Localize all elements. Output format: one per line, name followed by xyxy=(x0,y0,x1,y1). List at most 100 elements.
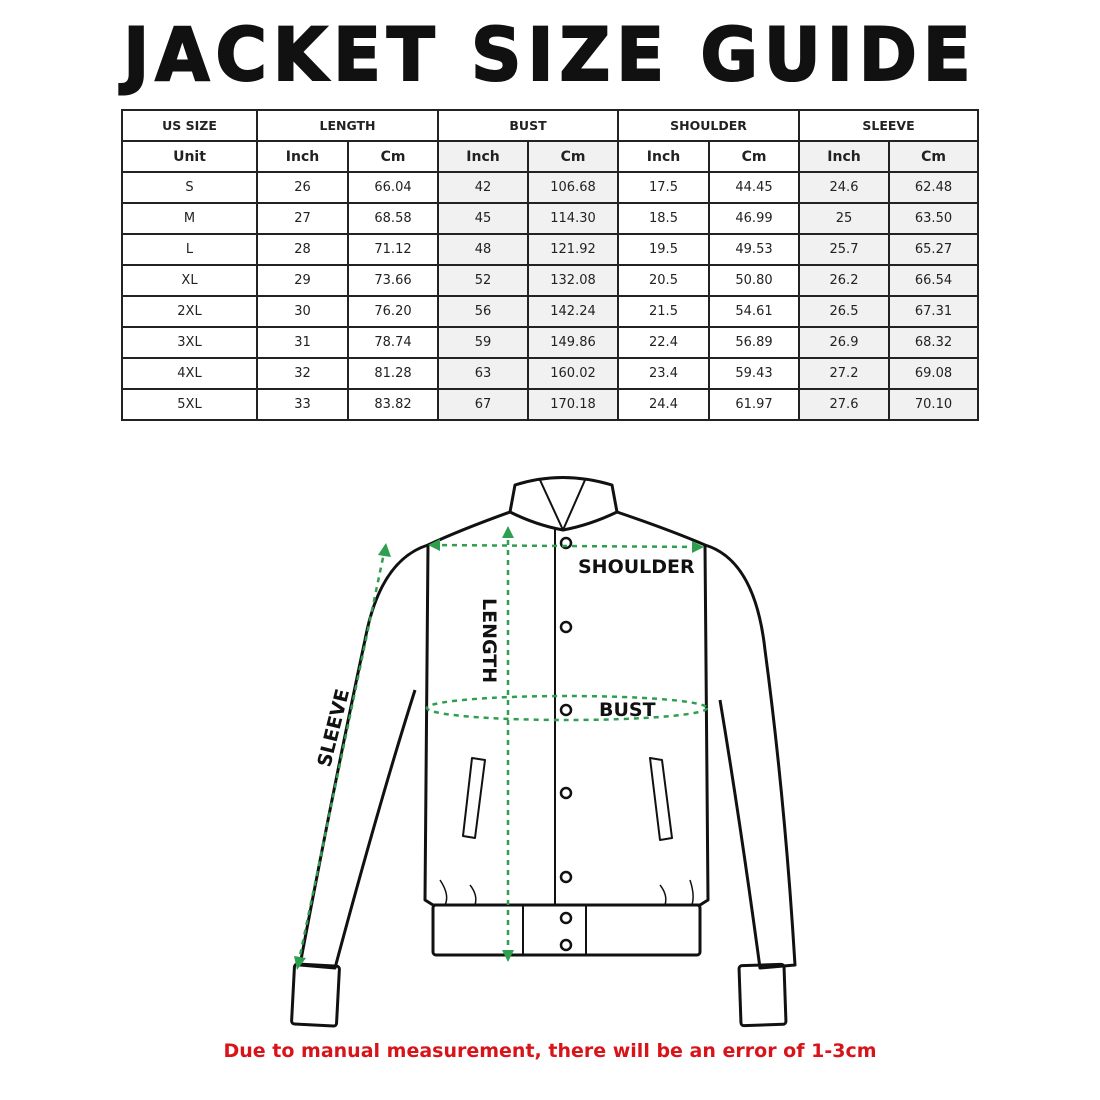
measurement-cell: 19.5 xyxy=(617,233,710,266)
measurement-cell: 63 xyxy=(437,357,529,390)
unit-cell: Inch xyxy=(798,140,890,173)
measurement-cell: 27.2 xyxy=(798,357,890,390)
jacket-diagram: SHOULDER LENGTH BUST SLEEVE xyxy=(290,476,797,1028)
measurement-cell: 142.24 xyxy=(527,295,619,328)
measurement-cell: 28 xyxy=(256,233,349,266)
measurement-cell: 25.7 xyxy=(798,233,890,266)
measurement-cell: 25 xyxy=(798,202,890,235)
measurement-cell: 71.12 xyxy=(347,233,439,266)
measurement-cell: 149.86 xyxy=(527,326,619,359)
measurement-cell: 62.48 xyxy=(887,171,980,204)
measurement-cell: 46.99 xyxy=(708,202,800,235)
measurement-cell: 20.5 xyxy=(617,264,710,297)
measurement-cell: 69.08 xyxy=(887,357,980,390)
size-cell: M xyxy=(121,202,258,235)
measurement-cell: 121.92 xyxy=(527,233,619,266)
measurement-cell: 59.43 xyxy=(708,357,800,390)
shoulder-measure-line xyxy=(431,543,701,549)
measurement-cell: 33 xyxy=(256,388,349,421)
measurement-cell: 26 xyxy=(256,171,349,204)
measurement-cell: 30 xyxy=(256,295,349,328)
size-cell: L xyxy=(121,233,258,266)
table-row: 4XL 32 81.28 63 160.02 23.4 59.43 27.2 69.08 xyxy=(121,357,980,390)
size-cell: 2XL xyxy=(121,295,258,328)
measurement-cell: 56 xyxy=(437,295,529,328)
measurement-cell: 49.53 xyxy=(708,233,800,266)
measurement-cell: 52 xyxy=(437,264,529,297)
measurement-cell: 56.89 xyxy=(708,326,800,359)
measurement-cell: 160.02 xyxy=(527,357,619,390)
measurement-cell: 21.5 xyxy=(617,295,710,328)
measurement-cell: 50.80 xyxy=(708,264,800,297)
measurement-cell: 29 xyxy=(256,264,349,297)
measurement-cell: 48 xyxy=(437,233,529,266)
header-length: LENGTH xyxy=(256,109,439,142)
header-bust: BUST xyxy=(437,109,619,142)
unit-cell: Cm xyxy=(708,140,800,173)
page-title: JACKET SIZE GUIDE xyxy=(122,11,977,99)
unit-cell: Cm xyxy=(527,140,619,173)
measurement-note: Due to manual measurement, there will be… xyxy=(223,1040,877,1062)
bust-label: BUST xyxy=(599,699,656,721)
measurement-cell: 26.2 xyxy=(798,264,890,297)
measurement-cell: 67.31 xyxy=(887,295,980,328)
size-chart-table: US SIZE LENGTH BUST SHOULDER SLEEVE Unit… xyxy=(121,109,980,421)
measurement-cell: 76.20 xyxy=(347,295,439,328)
measurement-cell: 67 xyxy=(437,388,529,421)
measurement-cell: 26.9 xyxy=(798,326,890,359)
measurement-cell: 22.4 xyxy=(617,326,710,359)
bust-measure-line xyxy=(425,694,709,722)
measurement-cell: 31 xyxy=(256,326,349,359)
size-cell: 3XL xyxy=(121,326,258,359)
size-cell: S xyxy=(121,171,258,204)
table-header-row: US SIZE LENGTH BUST SHOULDER SLEEVE xyxy=(121,109,980,142)
measurement-cell: 26.5 xyxy=(798,295,890,328)
table-row: 2XL 30 76.20 56 142.24 21.5 54.61 26.5 67.31 xyxy=(121,295,980,328)
measurement-cell: 54.61 xyxy=(708,295,800,328)
measurement-cell: 78.74 xyxy=(347,326,439,359)
measurement-cell: 27 xyxy=(256,202,349,235)
measurement-cell: 106.68 xyxy=(527,171,619,204)
table-row: 5XL 33 83.82 67 170.18 24.4 61.97 27.6 70.10 xyxy=(121,388,980,421)
measurement-cell: 132.08 xyxy=(527,264,619,297)
length-label: LENGTH xyxy=(478,598,500,683)
measure-lines xyxy=(296,530,709,966)
measurement-cell: 66.04 xyxy=(347,171,439,204)
measurement-cell: 27.6 xyxy=(798,388,890,421)
size-cell: XL xyxy=(121,264,258,297)
header-sleeve: SLEEVE xyxy=(797,109,980,142)
shoulder-label: SHOULDER xyxy=(578,556,695,578)
sleeve-measure-line xyxy=(296,547,387,966)
measurement-cell: 18.5 xyxy=(617,202,710,235)
buttons xyxy=(559,536,573,952)
unit-cell: Inch xyxy=(437,140,529,173)
measurement-cell: 32 xyxy=(256,357,349,390)
table-row: L 28 71.12 48 121.92 19.5 49.53 25.7 65.27 xyxy=(121,233,980,266)
measurement-cell: 45 xyxy=(437,202,529,235)
measurement-cell: 24.6 xyxy=(798,171,890,204)
measurement-cell: 170.18 xyxy=(527,388,619,421)
measurement-cell: 63.50 xyxy=(887,202,980,235)
jacket-outline xyxy=(290,476,797,1028)
table-row: 3XL 31 78.74 59 149.86 22.4 56.89 26.9 68.32 xyxy=(121,326,980,359)
measurement-cell: 83.82 xyxy=(347,388,439,421)
measurement-cell: 70.10 xyxy=(887,388,980,421)
measurement-cell: 24.4 xyxy=(617,388,710,421)
size-cell: 5XL xyxy=(121,388,258,421)
table-row: M 27 68.58 45 114.30 18.5 46.99 25 63.50 xyxy=(121,202,980,235)
measurement-cell: 59 xyxy=(437,326,529,359)
measurement-cell: 81.28 xyxy=(347,357,439,390)
unit-cell: Inch xyxy=(617,140,710,173)
measurement-cell: 68.58 xyxy=(347,202,439,235)
arrow-icons xyxy=(294,526,704,970)
unit-cell: Cm xyxy=(347,140,439,173)
measurement-cell: 68.32 xyxy=(887,326,980,359)
header-us-size: US SIZE xyxy=(121,109,258,142)
measurement-cell: 73.66 xyxy=(347,264,439,297)
measurement-cell: 114.30 xyxy=(527,202,619,235)
measurement-cell: 23.4 xyxy=(617,357,710,390)
measurement-cell: 66.54 xyxy=(887,264,980,297)
measurement-cell: 17.5 xyxy=(617,171,710,204)
table-row: S 26 66.04 42 106.68 17.5 44.45 24.6 62.48 xyxy=(121,171,980,204)
measurement-cell: 42 xyxy=(437,171,529,204)
